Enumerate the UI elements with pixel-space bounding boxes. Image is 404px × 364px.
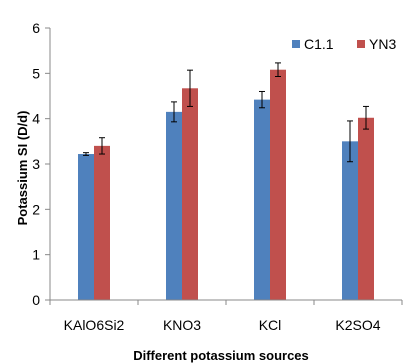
- legend-swatch: [292, 40, 300, 48]
- bar: [182, 88, 198, 300]
- y-tick-label: 4: [32, 111, 40, 127]
- bar: [166, 111, 182, 300]
- legend-label: C1.1: [304, 36, 334, 52]
- y-axis-title: Potassium SI (D/d): [15, 111, 30, 226]
- bar: [254, 99, 270, 300]
- bar: [78, 154, 94, 300]
- x-tick-label: KCl: [259, 317, 282, 333]
- axes-layer: 0 1 2 3 4 5 6 KAlO6Si2 KNO3 KCl K2SO4: [32, 20, 403, 333]
- bar: [94, 145, 110, 300]
- bar: [270, 69, 286, 300]
- y-tick-label: 2: [32, 201, 40, 217]
- legend-label: YN3: [369, 36, 396, 52]
- bar: [342, 141, 358, 300]
- legend: C1.1 YN3: [292, 36, 396, 52]
- y-tick-label: 3: [32, 156, 40, 172]
- error-bars-layer: [83, 62, 369, 163]
- y-tick-label: 0: [32, 292, 40, 308]
- x-tick-label: K2SO4: [335, 317, 380, 333]
- x-axis-title: Different potassium sources: [133, 348, 309, 363]
- y-tick-label: 5: [32, 65, 40, 81]
- y-tick-label: 1: [32, 247, 40, 263]
- x-tick-label: KAlO6Si2: [64, 317, 125, 333]
- x-tick-label: KNO3: [163, 317, 201, 333]
- y-tick-label: 6: [32, 20, 40, 36]
- bar: [358, 117, 374, 300]
- legend-swatch: [357, 40, 365, 48]
- bars-layer: [78, 69, 374, 300]
